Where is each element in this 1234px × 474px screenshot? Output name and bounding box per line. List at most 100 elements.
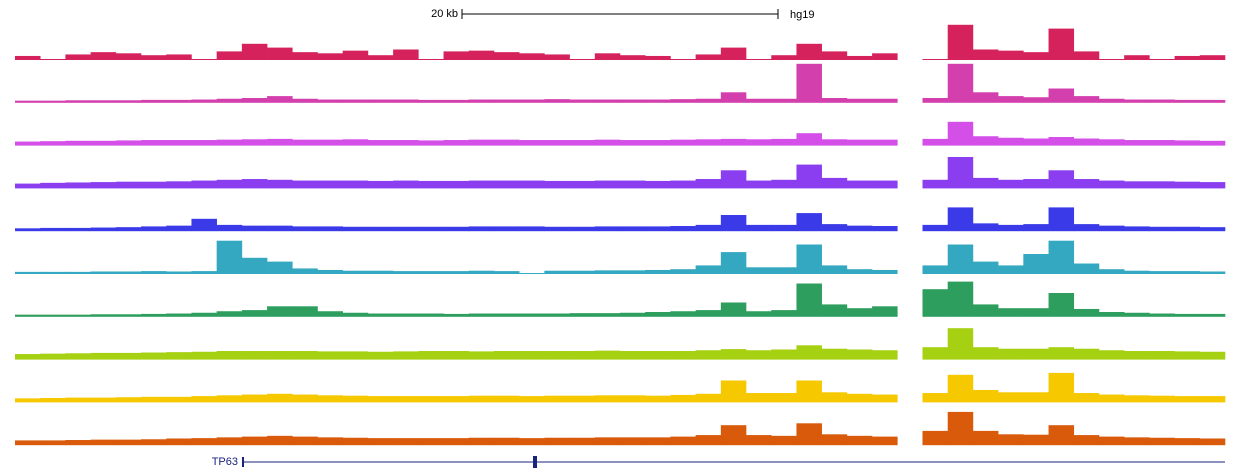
signal-bin: [40, 353, 66, 360]
signal-bin: [493, 351, 520, 360]
signal-bin: [1199, 438, 1226, 446]
signal-bin: [1199, 55, 1226, 60]
signal-bin: [519, 226, 545, 232]
signal-bin: [418, 99, 444, 103]
signal-bin: [267, 261, 293, 274]
signal-bin: [443, 180, 470, 189]
signal-bin: [746, 224, 772, 232]
signal-bin: [141, 439, 167, 446]
signal-bin: [418, 313, 444, 317]
signal-bin: [947, 411, 974, 446]
signal-bin: [544, 180, 570, 189]
signal-bin: [569, 270, 596, 274]
signal-bin: [821, 265, 848, 274]
signal-bin: [1124, 437, 1150, 446]
signal-bin: [418, 438, 444, 446]
signal-bin: [418, 396, 444, 403]
signal-bin: [267, 96, 293, 103]
signal-bin: [746, 311, 772, 317]
signal-bin: [821, 434, 848, 446]
signal-bin: [241, 394, 268, 403]
signal-bin: [922, 224, 949, 232]
signal-bin: [191, 438, 217, 446]
signal-bin: [367, 226, 394, 232]
signal-bin: [468, 313, 495, 317]
signal-bin: [1048, 170, 1075, 189]
signal-bin: [241, 257, 268, 274]
signal-bin: [519, 351, 545, 360]
signal-bin: [569, 180, 596, 189]
signal-bin: [166, 99, 192, 103]
signal-bin: [872, 98, 898, 103]
signal-bin: [1098, 225, 1125, 232]
signal-bin: [1023, 224, 1049, 232]
signal-bin: [141, 140, 167, 146]
signal-track: [15, 24, 1226, 60]
signal-bin: [1023, 308, 1049, 317]
signal-bin: [670, 180, 696, 189]
signal-bin: [620, 55, 646, 60]
signal-bin: [746, 139, 772, 146]
signal-bin: [594, 270, 621, 274]
signal-bin: [292, 351, 318, 360]
signal-bin: [1174, 396, 1201, 403]
signal-bin: [90, 140, 117, 146]
signal-bin: [947, 374, 974, 403]
signal-bin: [1149, 226, 1175, 232]
signal-bin: [796, 63, 822, 103]
signal-bin: [720, 302, 747, 317]
signal-track: [15, 411, 1226, 446]
signal-bin: [1073, 224, 1100, 232]
signal-bin: [872, 350, 898, 360]
exon: [533, 456, 537, 468]
signal-bin: [292, 268, 318, 274]
signal-bin: [191, 59, 217, 60]
signal-bin: [317, 226, 344, 232]
signal-bin: [544, 313, 570, 317]
signal-bin: [1149, 99, 1175, 103]
signal-bin: [141, 55, 167, 60]
signal-bin: [1048, 293, 1075, 317]
signal-bin: [342, 437, 369, 446]
signal-bin: [141, 226, 167, 232]
signal-bin: [216, 311, 243, 317]
signal-bin: [720, 92, 747, 103]
signal-bin: [872, 139, 898, 146]
signal-bin: [40, 397, 66, 403]
signal-bin: [216, 139, 243, 146]
signal-bin: [241, 225, 268, 232]
signal-bin: [846, 139, 873, 146]
signal-bin: [695, 98, 722, 103]
signal-bin: [166, 140, 192, 146]
signal-bin: [519, 438, 545, 446]
signal-bin: [317, 311, 344, 317]
signal-bin: [695, 139, 722, 146]
signal-bin: [191, 312, 217, 317]
signal-bin: [746, 180, 772, 189]
signal-bin: [15, 228, 41, 232]
signal-bin: [821, 392, 848, 403]
signal-bin: [292, 139, 318, 146]
signal-bin: [746, 267, 772, 274]
signal-bin: [342, 99, 369, 103]
signal-bin: [796, 164, 822, 189]
signal-bin: [65, 54, 91, 60]
signal-bin: [998, 434, 1024, 446]
gene-label: TP63: [212, 456, 238, 468]
signal-bin: [443, 99, 470, 103]
signal-bin: [292, 306, 318, 317]
signal-bin: [90, 271, 117, 274]
signal-bin: [922, 430, 949, 446]
signal-bin: [468, 99, 495, 103]
signal-bin: [418, 351, 444, 360]
signal-track: [15, 63, 1226, 103]
signal-bin: [191, 218, 217, 232]
signal-bin: [40, 59, 66, 60]
signal-track: [15, 157, 1226, 189]
signal-bin: [393, 140, 419, 146]
signal-bin: [1149, 351, 1175, 360]
signal-bin: [216, 240, 243, 274]
signal-bin: [292, 98, 318, 103]
signal-bin: [1098, 350, 1125, 360]
